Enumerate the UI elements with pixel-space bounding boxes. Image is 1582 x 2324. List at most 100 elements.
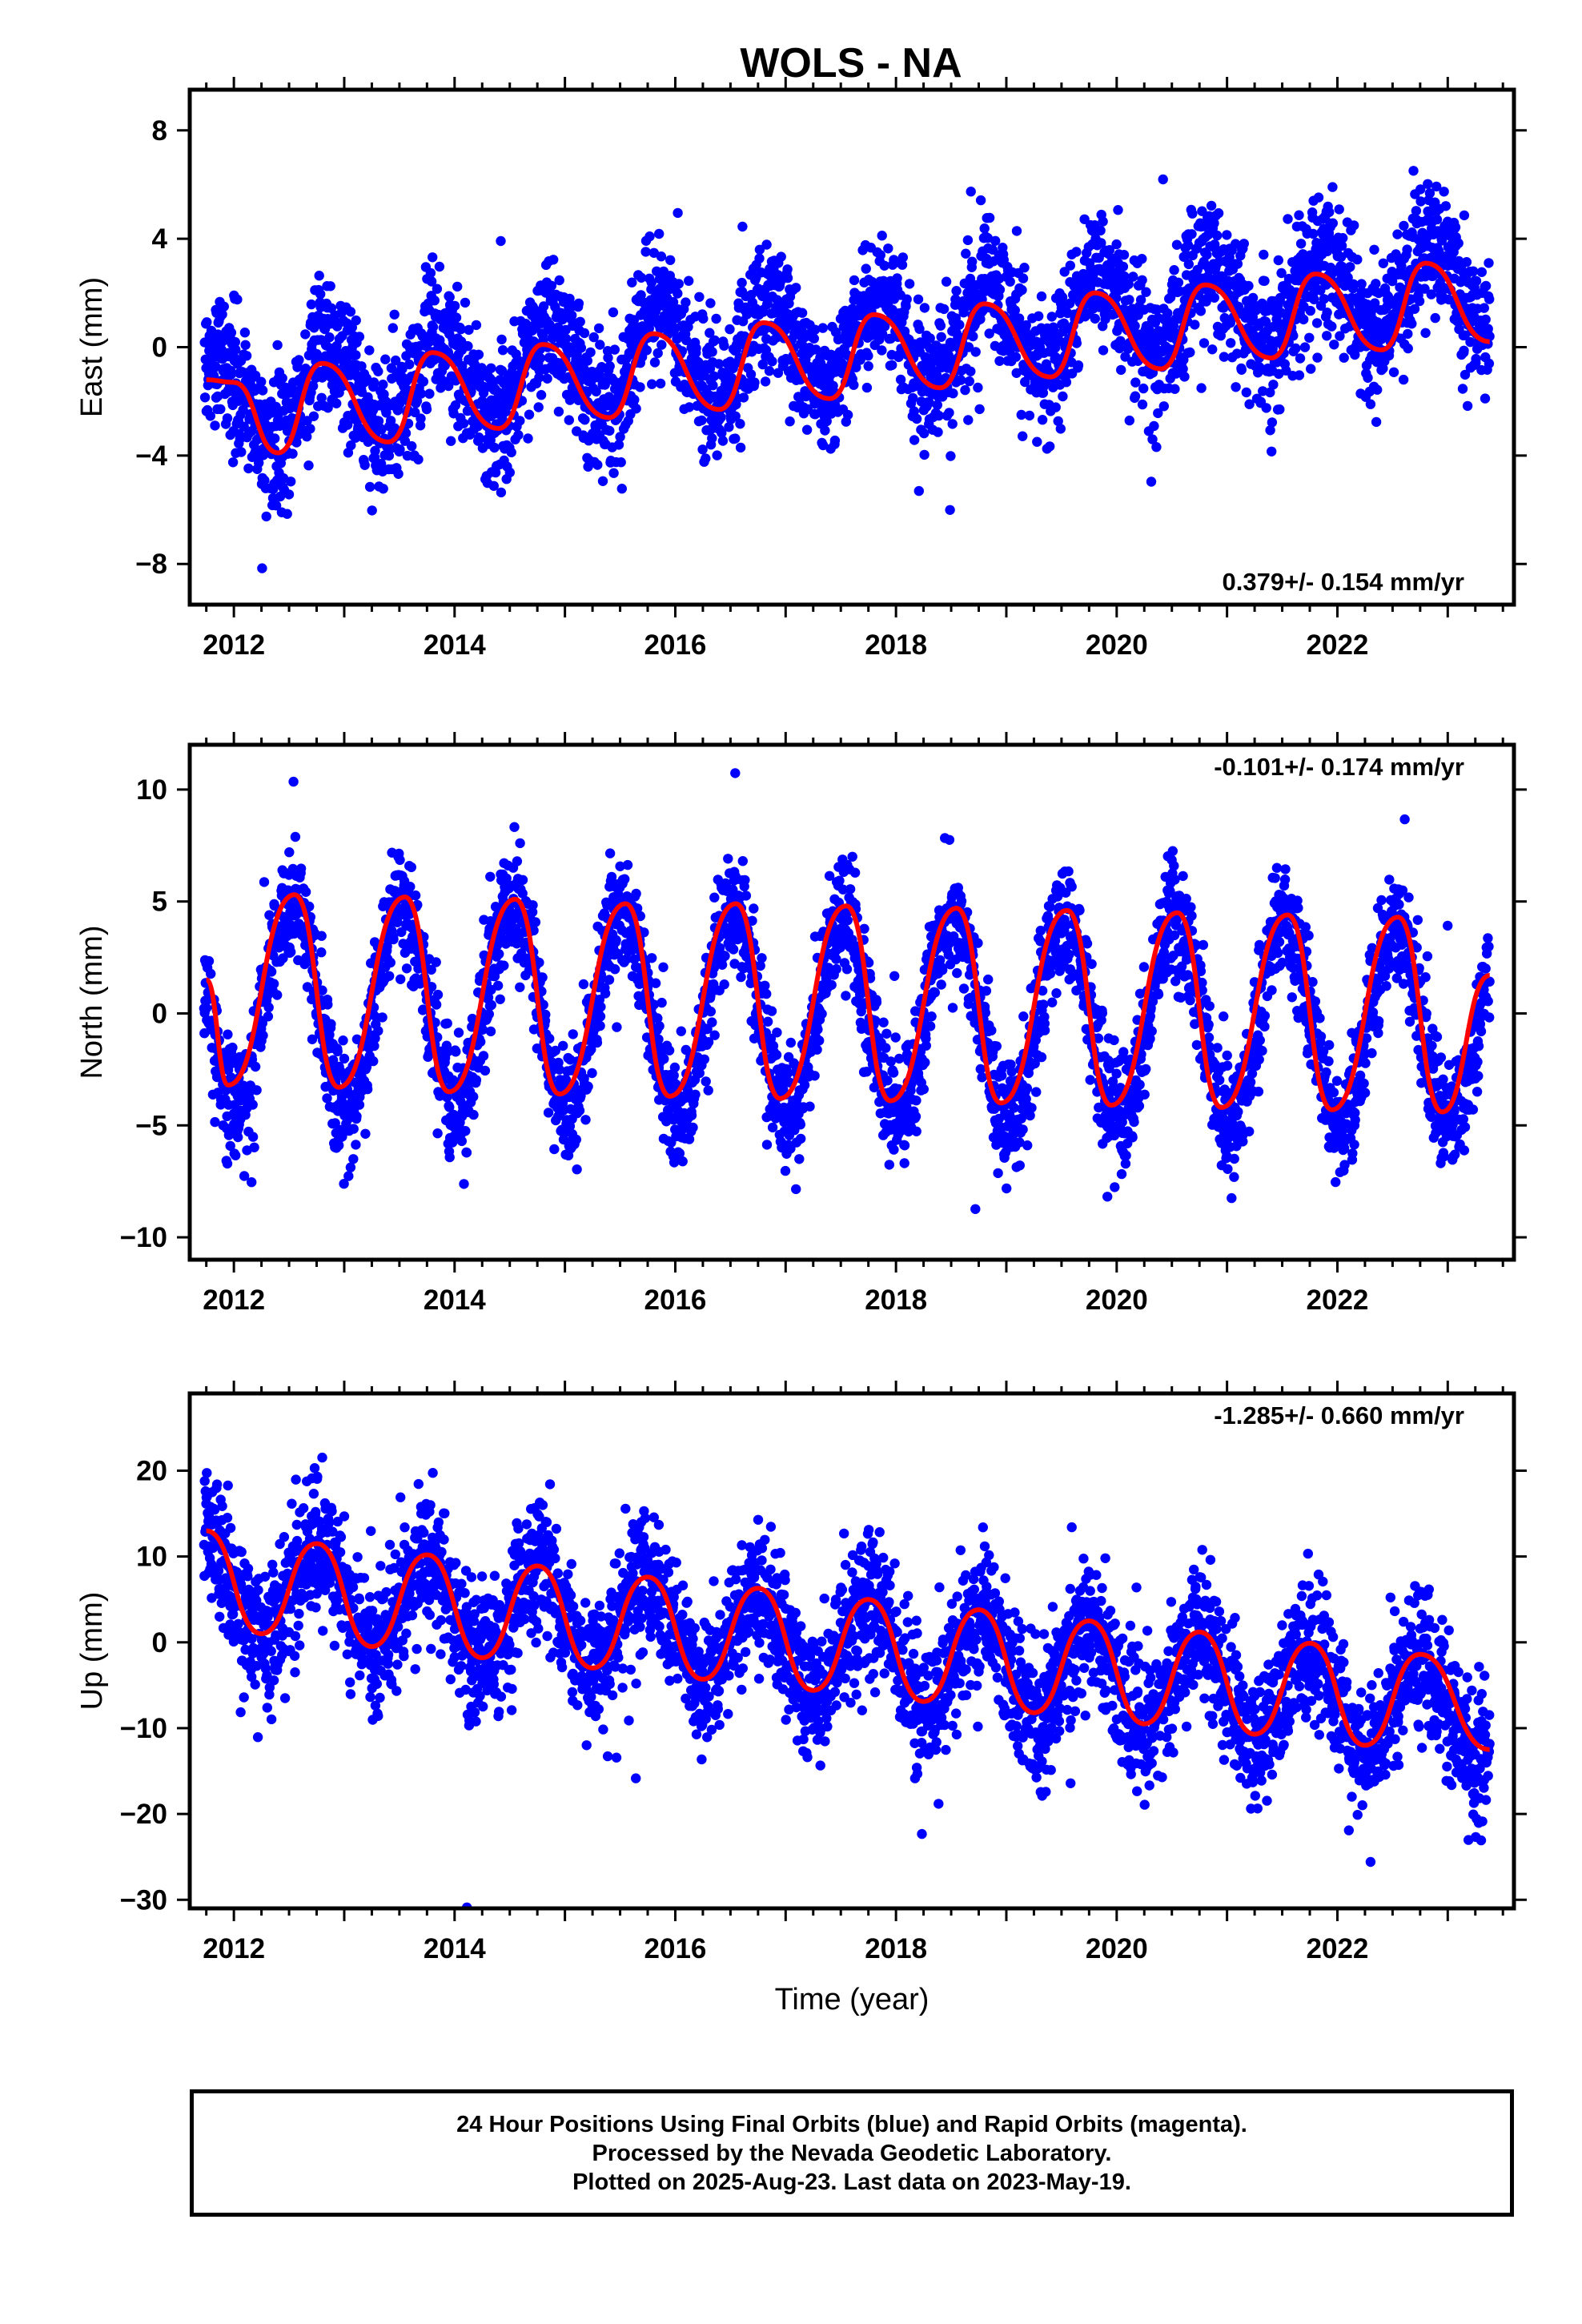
data-point bbox=[418, 376, 429, 387]
data-point bbox=[446, 436, 456, 446]
data-point bbox=[429, 296, 440, 306]
data-point bbox=[761, 239, 772, 250]
data-point bbox=[1322, 331, 1332, 341]
data-point bbox=[708, 380, 718, 391]
data-point bbox=[513, 430, 524, 440]
data-point bbox=[351, 1140, 361, 1150]
data-point bbox=[568, 1029, 578, 1039]
data-point bbox=[1267, 446, 1277, 456]
data-point bbox=[773, 368, 784, 378]
data-point bbox=[395, 854, 405, 866]
data-point bbox=[432, 1128, 443, 1139]
data-point bbox=[697, 415, 707, 426]
data-point bbox=[730, 411, 741, 421]
y-axis-label: East (mm) bbox=[75, 277, 109, 417]
data-point bbox=[316, 392, 327, 403]
data-point bbox=[250, 1061, 261, 1072]
data-point bbox=[636, 272, 647, 283]
data-point bbox=[1196, 383, 1207, 393]
data-point bbox=[258, 1030, 268, 1041]
data-point bbox=[735, 419, 745, 429]
data-point bbox=[973, 382, 983, 393]
data-point bbox=[284, 847, 295, 858]
data-point bbox=[994, 356, 1005, 366]
data-point bbox=[393, 468, 404, 479]
data-point bbox=[948, 388, 958, 399]
data-point bbox=[1268, 380, 1279, 390]
data-point bbox=[272, 340, 283, 351]
data-point bbox=[412, 396, 423, 406]
data-point bbox=[1186, 229, 1197, 239]
data-point bbox=[1324, 207, 1335, 218]
data-point bbox=[829, 435, 841, 446]
data-point bbox=[809, 333, 819, 344]
data-point bbox=[1484, 294, 1495, 304]
data-point bbox=[745, 369, 757, 380]
data-point bbox=[317, 372, 327, 383]
data-point bbox=[392, 917, 403, 927]
data-point bbox=[1243, 280, 1254, 292]
data-point bbox=[451, 1047, 461, 1057]
data-point bbox=[724, 422, 734, 432]
data-point bbox=[1147, 434, 1158, 444]
data-point bbox=[1183, 259, 1195, 270]
data-point bbox=[608, 468, 619, 478]
data-point bbox=[359, 460, 370, 470]
data-point bbox=[480, 1065, 491, 1076]
data-point bbox=[300, 887, 311, 898]
data-point bbox=[240, 340, 251, 350]
data-point bbox=[290, 831, 301, 842]
data-point bbox=[1231, 239, 1241, 249]
data-point bbox=[591, 386, 601, 397]
data-point bbox=[308, 411, 319, 421]
data-point bbox=[1115, 336, 1126, 346]
data-point bbox=[367, 505, 377, 516]
data-point bbox=[277, 373, 287, 384]
data-point bbox=[719, 340, 729, 351]
data-point bbox=[1095, 225, 1106, 236]
data-point bbox=[711, 313, 721, 324]
data-point bbox=[263, 1002, 274, 1013]
data-point bbox=[646, 277, 656, 287]
data-point bbox=[1187, 208, 1198, 219]
data-point bbox=[849, 380, 859, 390]
data-point bbox=[264, 910, 275, 920]
data-point bbox=[528, 900, 538, 911]
data-point bbox=[460, 1126, 471, 1136]
y-tick-label: 8 bbox=[152, 115, 167, 147]
data-point bbox=[897, 259, 908, 270]
data-points-2 bbox=[199, 768, 1495, 1215]
data-point bbox=[593, 323, 604, 334]
data-point bbox=[1480, 393, 1491, 404]
data-point bbox=[554, 275, 564, 286]
data-point bbox=[517, 875, 528, 886]
data-point bbox=[1190, 320, 1200, 330]
data-point bbox=[656, 340, 667, 350]
data-point bbox=[478, 1051, 489, 1061]
data-point bbox=[861, 382, 873, 393]
data-point bbox=[849, 275, 860, 286]
data-point bbox=[199, 392, 211, 403]
x-tick-label: 2022 bbox=[1307, 629, 1369, 661]
data-point bbox=[1299, 342, 1311, 352]
y-tick-label: 0 bbox=[152, 332, 167, 364]
data-point bbox=[1294, 370, 1305, 380]
data-point bbox=[1462, 400, 1473, 412]
data-point bbox=[404, 359, 415, 370]
data-point bbox=[533, 402, 544, 412]
data-point bbox=[1338, 233, 1348, 243]
data-point bbox=[757, 359, 768, 370]
data-point bbox=[351, 1111, 362, 1122]
data-point bbox=[964, 376, 975, 387]
data-point bbox=[892, 273, 902, 283]
data-point bbox=[334, 1140, 344, 1151]
data-point bbox=[1010, 305, 1021, 316]
data-point bbox=[339, 1053, 350, 1064]
data-point bbox=[1104, 245, 1115, 255]
data-point bbox=[401, 963, 412, 974]
data-point bbox=[776, 251, 786, 262]
data-point bbox=[707, 347, 717, 357]
data-point bbox=[1130, 391, 1141, 401]
data-point bbox=[217, 309, 227, 320]
